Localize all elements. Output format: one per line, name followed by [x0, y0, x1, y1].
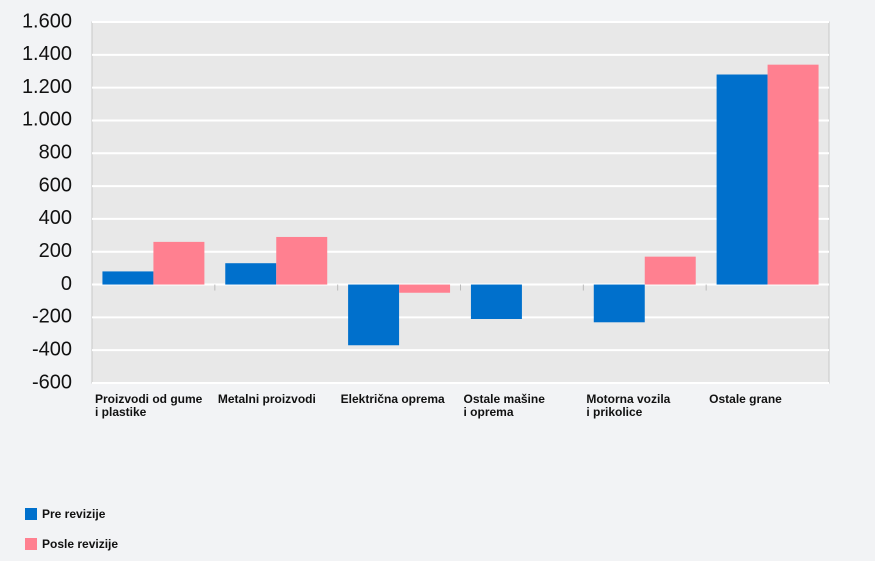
- plot-area: [91, 21, 830, 384]
- legend-label: Posle revizije: [42, 537, 119, 551]
- legend-swatch: [25, 508, 37, 520]
- bar: [153, 241, 205, 285]
- y-tick-label: 400: [39, 207, 72, 229]
- y-tick-label: -200: [32, 306, 72, 328]
- bar: [348, 284, 400, 346]
- bar: [102, 271, 154, 285]
- x-tick-label: Ostale mašine i oprema: [463, 392, 545, 419]
- bar: [225, 263, 277, 285]
- x-tick-label: Električna oprema: [340, 392, 445, 406]
- bar: [593, 284, 645, 323]
- x-tick-label: Motorna vozila i prikolice: [586, 392, 671, 419]
- bar: [470, 284, 522, 320]
- y-tick-label: 0: [61, 273, 72, 295]
- bar: [644, 256, 696, 285]
- y-tick-label: 600: [39, 174, 72, 196]
- y-tick-label: 1.600: [22, 10, 72, 32]
- y-tick-label: -600: [32, 371, 72, 393]
- x-tick-label: Metalni proizvodi: [217, 392, 316, 406]
- x-tick-label: Ostale grane: [709, 392, 782, 406]
- x-tick-label: Proizvodi od gume i plastike: [95, 392, 203, 419]
- bar: [399, 284, 451, 293]
- bar: [716, 74, 768, 285]
- y-tick-label: 800: [39, 142, 72, 164]
- legend-label: Pre revizije: [42, 507, 106, 521]
- y-tick-label: 1.200: [22, 76, 72, 98]
- bar: [276, 236, 328, 285]
- legend-swatch: [25, 538, 37, 550]
- y-tick-label: 1.400: [22, 43, 72, 65]
- y-tick-label: -400: [32, 338, 72, 360]
- y-tick-label: 1.000: [22, 109, 72, 131]
- y-tick-label: 200: [39, 240, 72, 262]
- bar: [767, 64, 819, 285]
